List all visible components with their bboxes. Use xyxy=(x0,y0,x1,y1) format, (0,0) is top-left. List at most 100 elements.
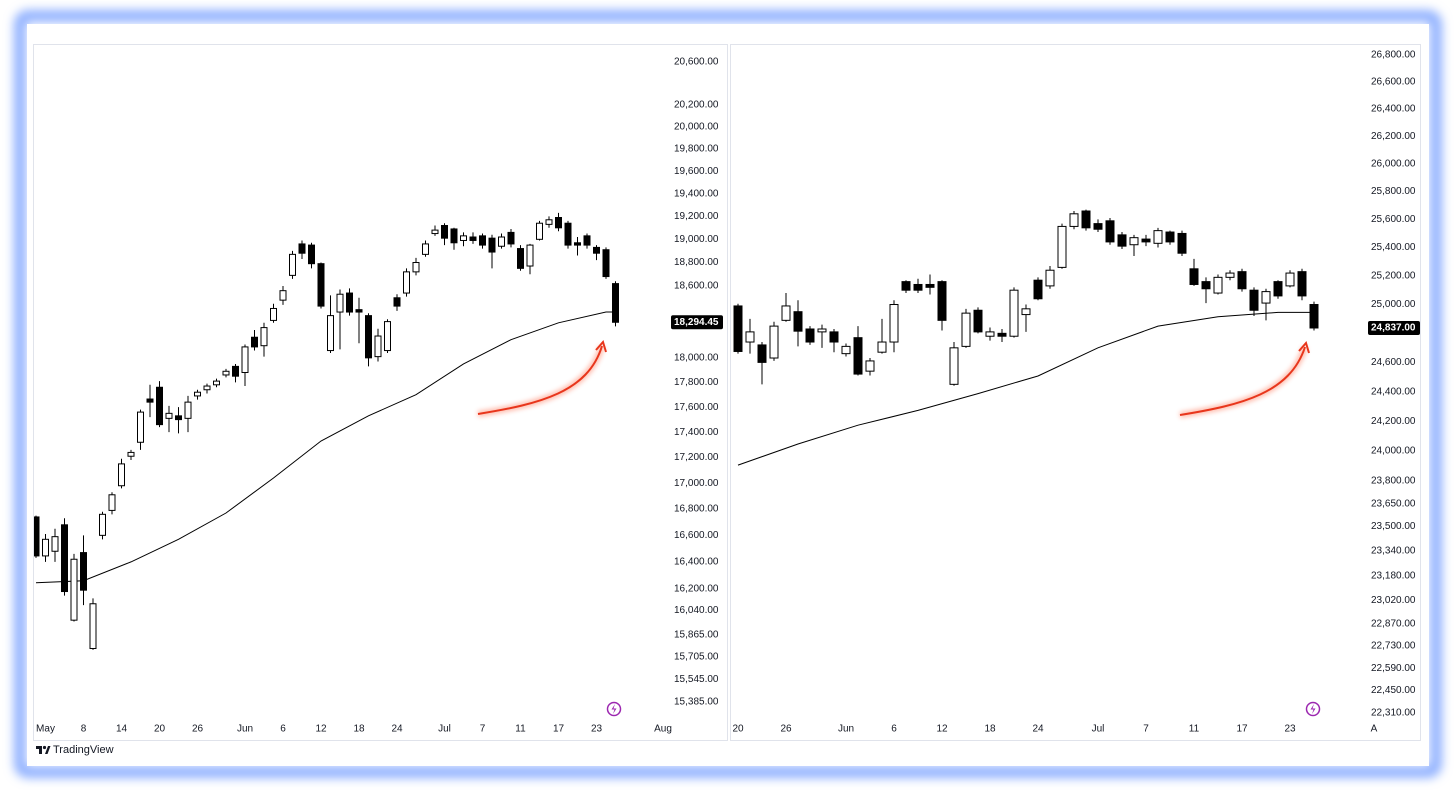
x-tick-label: 12 xyxy=(936,724,948,735)
candle-body xyxy=(251,336,258,348)
candle-body xyxy=(997,332,1007,337)
annotation-arrow xyxy=(1179,340,1310,418)
alert-icon[interactable] xyxy=(1305,701,1321,717)
candle-body xyxy=(1237,271,1247,290)
candle-body xyxy=(961,312,971,347)
x-tick-label: 11 xyxy=(515,724,526,735)
y-tick-label: 23,800.00 xyxy=(1371,476,1416,487)
candle-body xyxy=(985,331,995,337)
y-tick-label: 17,600.00 xyxy=(674,402,719,413)
y-tick-label: 22,870.00 xyxy=(1371,619,1416,630)
candle-body xyxy=(853,337,863,375)
candle-body xyxy=(80,552,87,591)
y-tick-label: 15,865.00 xyxy=(674,629,719,640)
y-tick-label: 26,000.00 xyxy=(1371,158,1416,169)
x-tick-label: 26 xyxy=(192,724,204,735)
y-tick-label: 23,020.00 xyxy=(1371,595,1416,606)
x-tick-label: 11 xyxy=(1189,724,1200,735)
x-tick-label: 24 xyxy=(391,724,403,735)
x-tick-label: 18 xyxy=(353,724,365,735)
candle-body xyxy=(232,365,239,377)
y-tick-label: 16,800.00 xyxy=(674,504,719,515)
candle-body xyxy=(194,391,201,397)
candle-body xyxy=(973,309,983,333)
x-tick-label: 26 xyxy=(780,724,792,735)
candle-body xyxy=(769,325,779,359)
x-tick-label: Jul xyxy=(1092,724,1105,735)
y-tick-label: 23,180.00 xyxy=(1371,570,1416,581)
candle-body xyxy=(1165,231,1175,243)
last-price-tag xyxy=(1368,320,1420,335)
candle-body xyxy=(393,297,401,307)
candle-body xyxy=(1069,213,1079,227)
candle-body xyxy=(1117,234,1127,247)
y-tick-label: 16,400.00 xyxy=(674,557,719,568)
x-tick-label: 12 xyxy=(315,724,327,735)
candle-body xyxy=(213,380,220,386)
y-tick-label: 25,600.00 xyxy=(1371,214,1416,225)
candle-body xyxy=(51,536,59,552)
candle-body xyxy=(1045,269,1055,287)
x-tick-label: 17 xyxy=(1236,724,1248,735)
y-tick-label: 25,200.00 xyxy=(1371,271,1416,282)
candle-body xyxy=(146,398,154,403)
moving-average-line xyxy=(35,311,616,584)
y-tick-label: 26,400.00 xyxy=(1371,104,1416,115)
candle-body xyxy=(431,229,439,235)
candle-body xyxy=(841,345,851,355)
x-tick-label: 7 xyxy=(480,724,486,735)
candle-body xyxy=(1177,232,1187,254)
y-tick-label: 15,705.00 xyxy=(674,651,719,662)
x-tick-label: 18 xyxy=(984,724,996,735)
candle-body xyxy=(805,328,815,343)
candle-body xyxy=(1213,276,1223,294)
x-tick-label: A xyxy=(1371,724,1378,735)
candle-body xyxy=(1141,238,1151,243)
candle-body xyxy=(184,401,192,419)
x-tick-label: May xyxy=(36,724,55,735)
candle-body xyxy=(70,558,78,621)
y-tick-label: 25,400.00 xyxy=(1371,242,1416,253)
y-tick-label: 20,000.00 xyxy=(674,122,719,133)
candle-body xyxy=(877,341,887,353)
candle-body xyxy=(118,463,125,487)
candle-body xyxy=(384,321,391,352)
y-tick-label: 20,200.00 xyxy=(674,100,719,111)
candle-body xyxy=(817,328,827,333)
candle-body xyxy=(793,311,803,332)
candle-body xyxy=(137,411,144,443)
x-tick-label: 23 xyxy=(591,724,603,735)
annotation-arrow xyxy=(477,339,607,417)
y-tick-label: 24,600.00 xyxy=(1371,357,1416,368)
y-tick-label: 24,000.00 xyxy=(1371,446,1416,457)
candle-body xyxy=(61,524,68,593)
alert-icon[interactable] xyxy=(606,701,622,717)
candle-body xyxy=(260,327,268,347)
candle-body xyxy=(593,246,600,254)
candle-body xyxy=(612,283,619,323)
y-tick-label: 26,200.00 xyxy=(1371,131,1416,142)
candle-body xyxy=(1297,271,1307,297)
candle-body xyxy=(346,292,353,313)
candle-body xyxy=(241,346,249,374)
candle-body xyxy=(374,335,382,358)
candle-body xyxy=(517,248,524,269)
last-price-tag xyxy=(671,315,723,330)
candle-body xyxy=(507,231,515,245)
candle-body xyxy=(889,304,899,343)
y-tick-label: 22,310.00 xyxy=(1371,708,1416,719)
y-tick-label: 22,730.00 xyxy=(1371,641,1416,652)
candle-body xyxy=(745,331,755,343)
y-tick-label: 15,545.00 xyxy=(674,674,719,685)
candle-body xyxy=(865,360,875,372)
candle-body xyxy=(937,281,947,321)
x-tick-label: 24 xyxy=(1032,724,1044,735)
x-tick-label: 6 xyxy=(891,724,897,735)
y-tick-label: 26,800.00 xyxy=(1371,50,1416,61)
candle-body xyxy=(1153,230,1163,244)
y-tick-label: 16,040.00 xyxy=(674,605,719,616)
y-tick-label: 15,385.00 xyxy=(674,697,719,708)
y-tick-label: 22,450.00 xyxy=(1371,685,1416,696)
candle-body xyxy=(336,293,344,313)
